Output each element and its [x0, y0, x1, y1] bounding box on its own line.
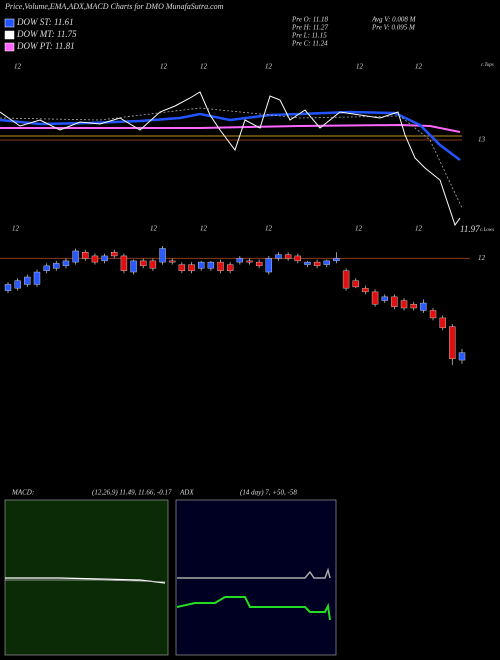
legend-label: DOW PT: 11.81 — [16, 41, 75, 51]
candle-body — [149, 260, 157, 269]
info-text: Pre C: 11.24 — [291, 40, 328, 48]
top-marker: 12 — [200, 63, 208, 71]
candle-body — [323, 260, 330, 265]
candle-body — [391, 296, 398, 307]
candle-body — [420, 302, 427, 311]
candle-body — [429, 310, 437, 319]
bottom-marker: 12 — [200, 225, 208, 233]
candle-body — [313, 261, 321, 267]
candle-body — [294, 255, 301, 262]
top-marker: 12 — [265, 63, 273, 71]
candle-body — [284, 254, 292, 259]
top-marker: 12 — [356, 63, 364, 71]
legend-swatch — [4, 30, 15, 40]
candle-body — [371, 291, 379, 305]
tops-label: c.Tops — [481, 63, 494, 68]
bottom-marker: 12 — [265, 225, 273, 233]
candle-body — [140, 260, 147, 267]
candle-body — [82, 251, 89, 259]
candle-body — [120, 255, 128, 271]
candle-body — [111, 251, 118, 257]
title: Price,Volume,EMA,ADX,MACD Charts for DMO… — [4, 2, 224, 11]
top-marker: 12 — [415, 63, 423, 71]
candle-body — [333, 258, 340, 262]
candle-body — [33, 271, 41, 285]
candle-body — [458, 352, 466, 361]
last-label: 11.97 — [460, 224, 480, 234]
candle-body — [197, 261, 205, 269]
candle-body — [43, 265, 50, 271]
candle-body — [255, 261, 263, 267]
candle-body — [178, 264, 186, 272]
candle-body — [449, 326, 456, 360]
adx-values: (14 day) 7, +50, -58 — [240, 489, 297, 497]
candle-body — [410, 304, 417, 309]
candle-body — [91, 255, 99, 263]
legend-label: DOW MT: 11.75 — [16, 29, 77, 39]
candle-body — [246, 260, 253, 263]
adx-plus — [176, 596, 331, 621]
candle-body — [342, 270, 350, 289]
candle-body — [207, 261, 215, 269]
candle-body — [14, 280, 21, 289]
ema-st — [0, 110, 461, 161]
info-text: Pre V: 0.095 M — [371, 24, 416, 32]
candle-body — [72, 250, 79, 263]
bottom-marker: 12 — [415, 225, 423, 233]
legend-swatch — [4, 42, 15, 52]
adx-line — [177, 567, 331, 579]
candle-body — [169, 260, 176, 263]
bottom-marker: 12 — [12, 225, 20, 233]
candle-body — [53, 263, 60, 269]
ema-pt — [0, 123, 461, 133]
candle-body — [24, 276, 31, 285]
bottom-marker: 12 — [355, 225, 363, 233]
candle-body — [101, 255, 108, 262]
candle-body — [304, 261, 311, 265]
macd-values: (12,26,9) 11.49, 11.66, -0.17 — [92, 489, 172, 497]
candle-body — [217, 261, 224, 271]
legend-swatch — [4, 18, 15, 28]
price-line — [0, 91, 461, 227]
top-marker: 12 — [160, 63, 168, 71]
candle-body — [439, 317, 446, 329]
candle-body — [400, 300, 408, 309]
legend-label: DOW ST: 11.61 — [16, 17, 74, 27]
macd-signal — [5, 579, 166, 583]
candle-body — [4, 284, 12, 291]
candle-body — [236, 258, 244, 263]
y-tick-label: 12 — [478, 254, 486, 262]
candle-body — [188, 264, 195, 272]
candle-body — [159, 248, 166, 263]
ema-dotted — [0, 107, 463, 209]
candle-body — [362, 287, 369, 293]
candle-body — [381, 296, 388, 301]
adx-label: ADX — [179, 489, 194, 497]
candle-body — [62, 260, 70, 267]
info-text: Pre L: 11.15 — [291, 32, 327, 40]
info-text: Pre O: 11.18 — [291, 16, 328, 24]
top-marker: 12 — [14, 63, 22, 71]
candle-body — [275, 254, 282, 259]
macd-label: MACD: — [11, 489, 34, 497]
candle-body — [265, 258, 273, 273]
bottom-marker: 12 — [150, 225, 158, 233]
level-label: 13 — [478, 136, 486, 144]
candle-body — [130, 260, 137, 273]
info-text: Pre H: 11.27 — [291, 24, 328, 32]
info-text: Avg V: 0.008 M — [371, 16, 417, 24]
lows-label: c.Lows — [480, 228, 494, 233]
candle-body — [226, 264, 234, 272]
candle-body — [352, 280, 359, 288]
